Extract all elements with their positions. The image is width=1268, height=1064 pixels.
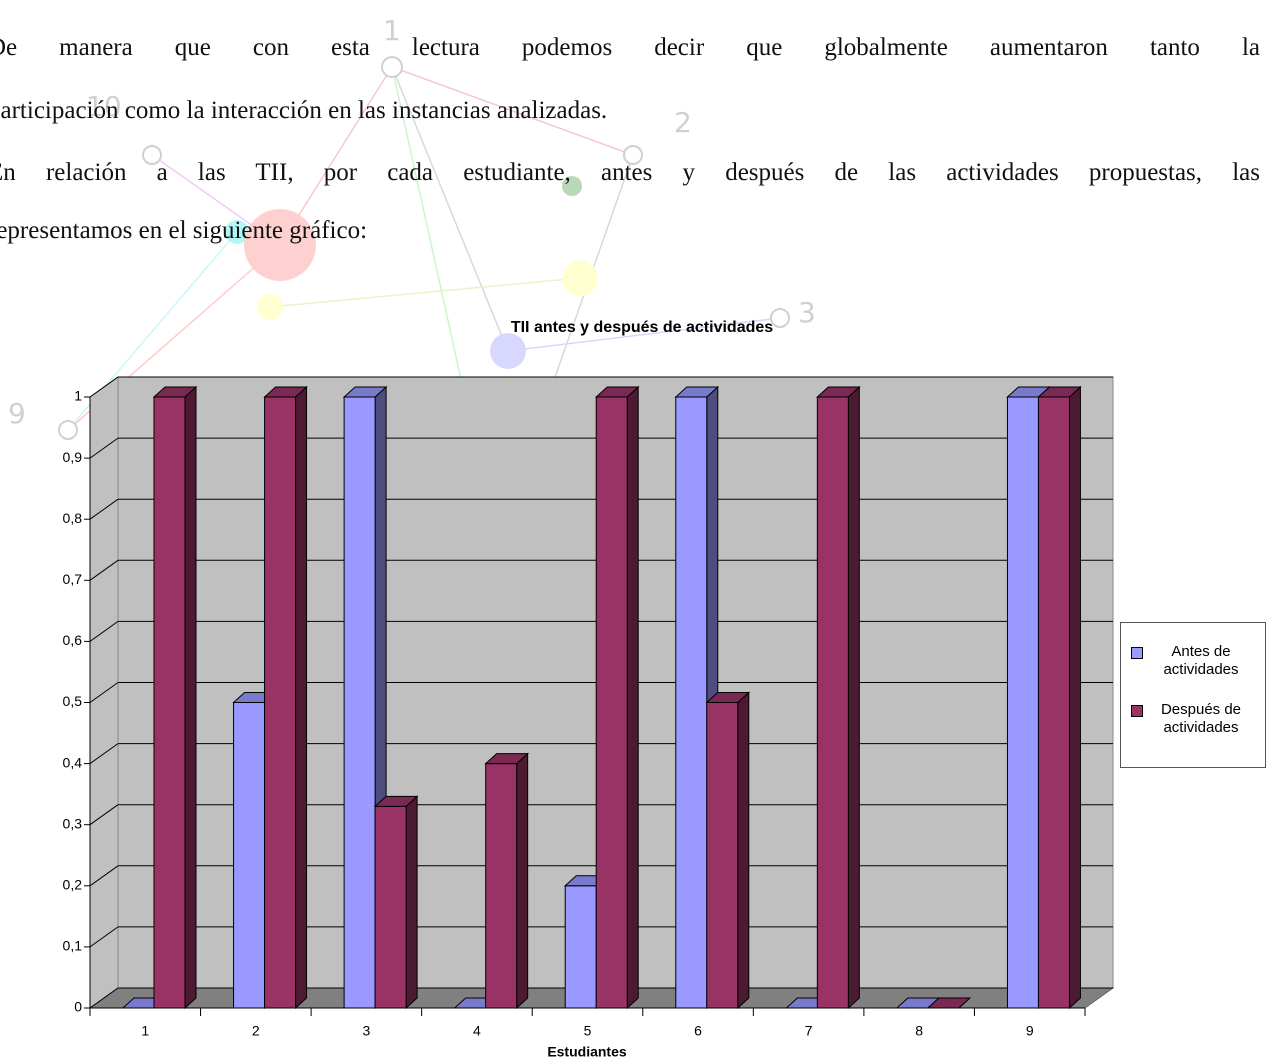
bar (1006, 396, 1039, 1009)
bar-top (1037, 386, 1082, 398)
y-tick-label: 0 (74, 999, 82, 1015)
bar-top (926, 997, 972, 1009)
paragraph-line: En relación a las TII, por cada estudian… (0, 159, 1260, 186)
grid-line (89, 682, 119, 703)
bar-side (737, 691, 750, 1010)
bar-side (295, 385, 308, 1010)
watermark-node (770, 308, 790, 328)
grid-line (89, 498, 119, 520)
bar-top (594, 386, 640, 398)
bar-side (516, 752, 529, 1010)
y-tick-label: 0,3 (63, 815, 83, 831)
bar-top (342, 386, 388, 398)
legend-entry: Antes de actividades (1131, 643, 1259, 679)
x-tick-label: 1 (141, 1023, 149, 1039)
paragraph-line: De manera que con esta lectura podemos d… (0, 34, 1260, 61)
bar-side (405, 795, 418, 1010)
bar-side (1068, 385, 1081, 1010)
legend-swatch (1131, 647, 1143, 659)
grid-line (89, 437, 119, 459)
bar-side (184, 385, 197, 1010)
y-tick-label: 0,4 (63, 754, 83, 770)
bar-side (847, 385, 860, 1010)
grid-line (89, 804, 119, 826)
x-tick-label: 8 (915, 1023, 923, 1039)
watermark-node (562, 260, 598, 296)
x-tick-label: 3 (362, 1023, 370, 1039)
bar (1037, 396, 1070, 1009)
bar-top (816, 386, 861, 398)
watermark-node (381, 56, 403, 78)
bar (595, 396, 628, 1009)
watermark-node (225, 220, 249, 244)
watermark-node (490, 333, 526, 369)
grid-line (89, 865, 119, 887)
x-axis-title: Estudiantes (547, 1044, 627, 1060)
watermark-label: 10 (86, 90, 122, 123)
bar (343, 396, 376, 1009)
watermark-lines (67, 66, 781, 431)
legend-entry: Después de actividades (1131, 701, 1259, 737)
y-tick-label: 0,6 (63, 632, 83, 648)
bar (816, 396, 849, 1009)
y-tick-label: 0,7 (63, 571, 83, 587)
legend-label: Después de actividades (1160, 701, 1242, 736)
y-tick-label: 0,2 (63, 877, 83, 893)
bar-top (484, 753, 529, 765)
grid-line (89, 376, 119, 398)
grid-line (89, 620, 119, 642)
grid-line (89, 743, 119, 765)
watermark-node (562, 176, 582, 196)
watermark-node (623, 145, 643, 165)
bar (675, 396, 708, 1009)
x-tick-label: 7 (805, 1023, 813, 1039)
bar (233, 702, 266, 1009)
y-tick-label: 1 (74, 388, 82, 404)
bar (374, 805, 407, 1009)
bar (706, 702, 739, 1009)
watermark-label: 9 (8, 397, 26, 430)
watermark-label: 2 (674, 106, 692, 139)
bar-top (152, 386, 198, 398)
watermark-label: 1 (383, 14, 401, 47)
chart-title: TII antes y después de actividades (511, 319, 773, 336)
x-tick-label: 5 (584, 1023, 592, 1039)
bar-top (373, 795, 419, 807)
bar-top (674, 386, 720, 398)
paragraph-line: participación como la interacción en las… (0, 97, 608, 124)
legend: Antes de actividades Después de actividad… (1120, 622, 1266, 768)
paragraph-line: representamos en el siguiente gráfico: (0, 217, 368, 244)
bar (153, 396, 186, 1009)
grid-line (89, 559, 119, 581)
bar (264, 396, 297, 1009)
bar-top (705, 692, 751, 703)
watermark-node (244, 209, 316, 281)
x-tick-label: 9 (1026, 1023, 1034, 1039)
grid-line (89, 987, 119, 1009)
y-tick-label: 0,9 (63, 449, 83, 465)
x-tick-label: 4 (473, 1023, 481, 1039)
y-tick-label: 0,5 (63, 693, 83, 709)
watermark-node (142, 145, 162, 165)
legend-label: Antes de actividades (1163, 643, 1239, 678)
x-tick-label: 6 (694, 1023, 702, 1039)
bar (485, 763, 518, 1009)
bar-side (626, 385, 639, 1010)
bar-top (263, 386, 308, 398)
x-tick-label: 2 (252, 1023, 260, 1039)
watermark-node (257, 294, 283, 320)
watermark-label: 3 (798, 296, 816, 329)
watermark-node (58, 420, 78, 440)
grid-line (89, 926, 119, 948)
y-tick-label: 0,8 (63, 510, 83, 526)
bar (564, 885, 597, 1009)
legend-swatch (1131, 705, 1143, 717)
y-tick-label: 0,1 (63, 938, 83, 954)
